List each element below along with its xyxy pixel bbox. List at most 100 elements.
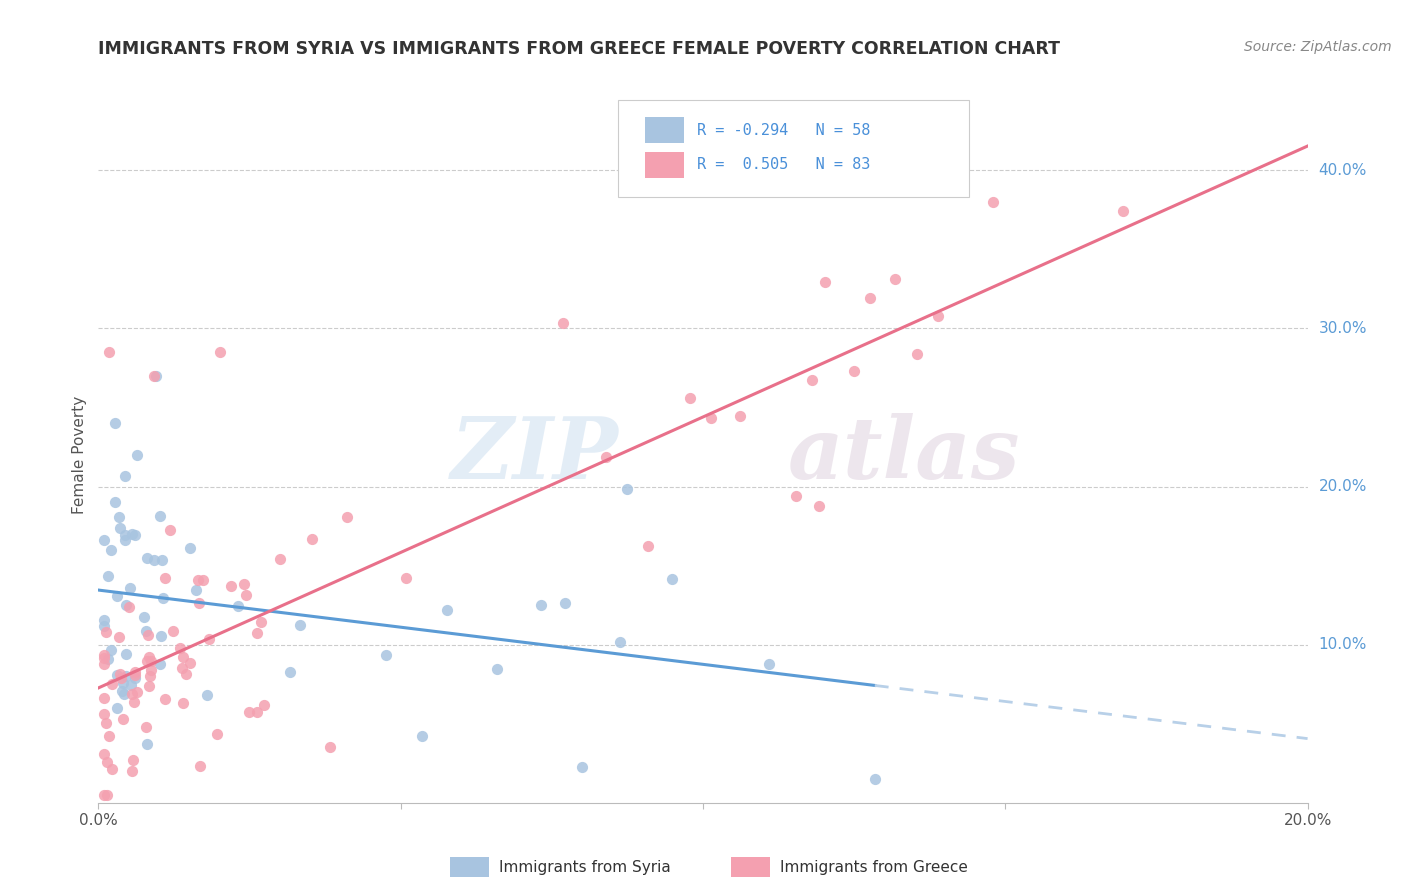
- Point: [436, 603, 458, 617]
- Point: [135, 720, 157, 734]
- Point: [93, 533, 115, 548]
- Point: [232, 577, 254, 591]
- Point: [319, 739, 342, 754]
- Point: [238, 705, 260, 719]
- Point: [927, 309, 949, 323]
- Point: [205, 726, 228, 740]
- Point: [143, 553, 166, 567]
- Point: [97, 651, 120, 665]
- Point: [94, 715, 117, 730]
- Point: [97, 569, 120, 583]
- Point: [758, 657, 780, 672]
- Point: [111, 684, 134, 698]
- Text: R = -0.294   N = 58: R = -0.294 N = 58: [697, 122, 870, 137]
- Point: [150, 553, 173, 567]
- Point: [108, 666, 131, 681]
- Point: [114, 528, 136, 542]
- Point: [162, 624, 184, 639]
- Point: [859, 291, 882, 305]
- Point: [105, 701, 128, 715]
- Y-axis label: Female Poverty: Female Poverty: [72, 396, 87, 514]
- Point: [96, 755, 118, 769]
- Point: [121, 526, 143, 541]
- Point: [121, 687, 143, 701]
- Point: [152, 591, 174, 606]
- Point: [184, 582, 207, 597]
- Point: [114, 647, 136, 661]
- Point: [800, 373, 823, 387]
- Point: [145, 368, 167, 383]
- Point: [122, 695, 145, 709]
- Point: [198, 632, 221, 646]
- Point: [149, 657, 172, 671]
- Point: [93, 651, 115, 665]
- Point: [142, 368, 165, 383]
- Point: [93, 648, 115, 662]
- Point: [138, 628, 160, 642]
- Point: [114, 468, 136, 483]
- Point: [141, 654, 163, 668]
- Point: [124, 665, 146, 680]
- Point: [135, 551, 157, 566]
- Point: [179, 541, 201, 555]
- Point: [114, 533, 136, 547]
- Point: [172, 660, 194, 674]
- Point: [149, 629, 172, 643]
- Point: [208, 345, 231, 359]
- Point: [93, 691, 115, 706]
- Point: [139, 669, 162, 683]
- Point: [595, 450, 617, 464]
- Point: [112, 712, 135, 726]
- Text: Source: ZipAtlas.com: Source: ZipAtlas.com: [1244, 40, 1392, 54]
- Point: [1111, 203, 1133, 218]
- Point: [104, 417, 127, 431]
- Point: [172, 696, 194, 710]
- Point: [159, 524, 181, 538]
- Point: [551, 316, 574, 330]
- Text: Immigrants from Greece: Immigrants from Greece: [780, 860, 969, 874]
- Point: [374, 648, 396, 663]
- Point: [124, 528, 146, 542]
- Point: [105, 668, 128, 682]
- Point: [105, 590, 128, 604]
- Point: [814, 275, 837, 289]
- Point: [141, 663, 163, 677]
- Point: [110, 671, 132, 685]
- Point: [529, 598, 551, 612]
- Point: [187, 573, 209, 587]
- Point: [108, 521, 131, 535]
- Point: [661, 572, 683, 586]
- Point: [278, 665, 301, 679]
- Point: [981, 194, 1004, 209]
- Text: ZIP: ZIP: [450, 413, 619, 497]
- Text: Immigrants from Syria: Immigrants from Syria: [499, 860, 671, 874]
- Point: [125, 685, 148, 699]
- Point: [411, 729, 433, 743]
- Point: [149, 509, 172, 524]
- Point: [100, 643, 122, 657]
- Point: [195, 688, 218, 702]
- Point: [190, 759, 212, 773]
- Point: [120, 581, 142, 595]
- Point: [135, 654, 157, 668]
- Text: atlas: atlas: [787, 413, 1021, 497]
- Point: [111, 676, 134, 690]
- Point: [98, 345, 121, 359]
- Point: [93, 614, 115, 628]
- Point: [98, 729, 121, 743]
- Point: [609, 634, 631, 648]
- Text: R =  0.505   N = 83: R = 0.505 N = 83: [697, 157, 870, 172]
- FancyBboxPatch shape: [619, 100, 969, 197]
- Point: [112, 687, 135, 701]
- Point: [253, 698, 276, 712]
- Point: [124, 671, 146, 685]
- Point: [93, 788, 115, 802]
- Point: [235, 588, 257, 602]
- Point: [153, 571, 176, 585]
- Point: [136, 737, 159, 751]
- Point: [122, 753, 145, 767]
- Point: [138, 679, 160, 693]
- Point: [571, 760, 593, 774]
- Point: [842, 363, 865, 377]
- Point: [118, 599, 141, 614]
